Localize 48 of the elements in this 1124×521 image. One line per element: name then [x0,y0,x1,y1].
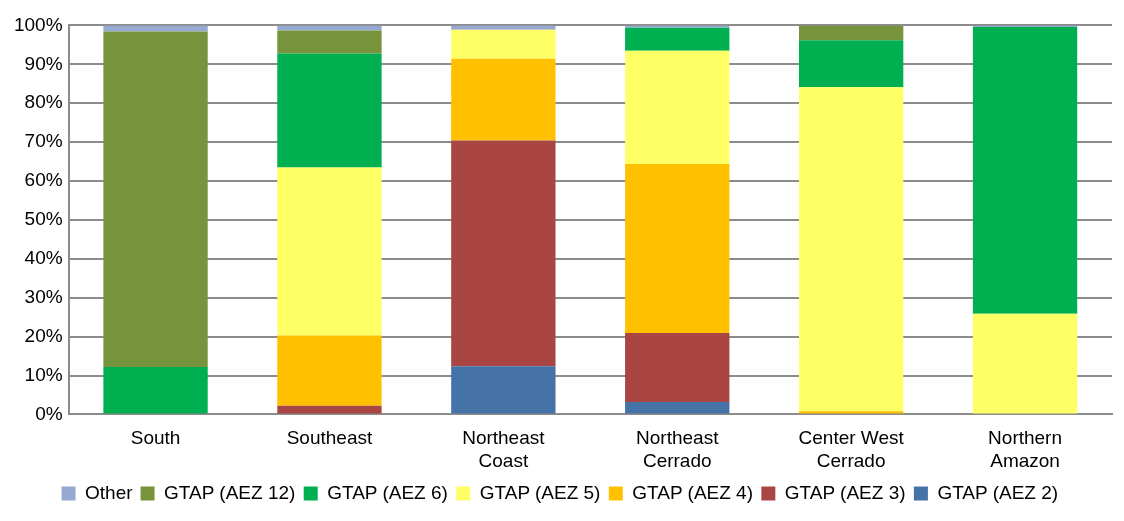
legend-label: Other [85,481,134,503]
legend-label: GTAP (AEZ 3) [784,481,906,503]
x-tick-label: Northern Amazon [988,427,1063,471]
bar [277,405,382,414]
x-tick-label: Southeast [286,427,373,449]
y-tick-label: 0% [35,402,63,424]
y-tick-label: 90% [24,52,63,74]
x-tick-label: Northeast Cerrado [636,427,720,471]
bar [798,411,904,414]
y-tick-label: 70% [24,130,63,152]
bar [277,53,382,168]
legend-label: GTAP (AEZ 12) [164,481,296,503]
bar [625,401,730,414]
bar [451,58,556,141]
bar [451,29,556,59]
y-tick-label: 30% [24,285,63,307]
y-tick-label: 50% [24,208,63,230]
x-tick-label: Center West Cerrado [798,427,905,471]
bar [972,313,1078,414]
bar [277,167,382,336]
bar [103,366,208,414]
y-tick-label: 80% [24,91,63,113]
bar [798,87,904,412]
bar [798,40,904,88]
bar [451,25,556,30]
bar [451,366,556,414]
legend-label: GTAP (AEZ 4) [632,481,754,503]
x-tick-label: South [130,427,181,449]
bar [451,140,556,367]
bar [625,163,730,334]
bar [103,25,208,32]
y-tick-label: 60% [24,169,63,191]
y-tick-label: 40% [24,247,63,269]
bar [625,27,730,51]
bar [277,335,382,406]
bar [103,31,208,367]
x-tick-label: Northeast Coast [462,427,546,471]
legend-label: GTAP (AEZ 5) [479,481,601,503]
bar [972,26,1078,314]
bar [277,30,382,54]
bar [798,25,904,41]
y-tick-label: 100% [13,13,63,35]
bar [625,50,730,164]
bar [625,333,730,402]
y-tick-label: 10% [24,363,63,385]
y-tick-label: 20% [24,324,63,346]
legend-label: GTAP (AEZ 2) [937,481,1059,503]
legend-label: GTAP (AEZ 6) [327,481,448,503]
